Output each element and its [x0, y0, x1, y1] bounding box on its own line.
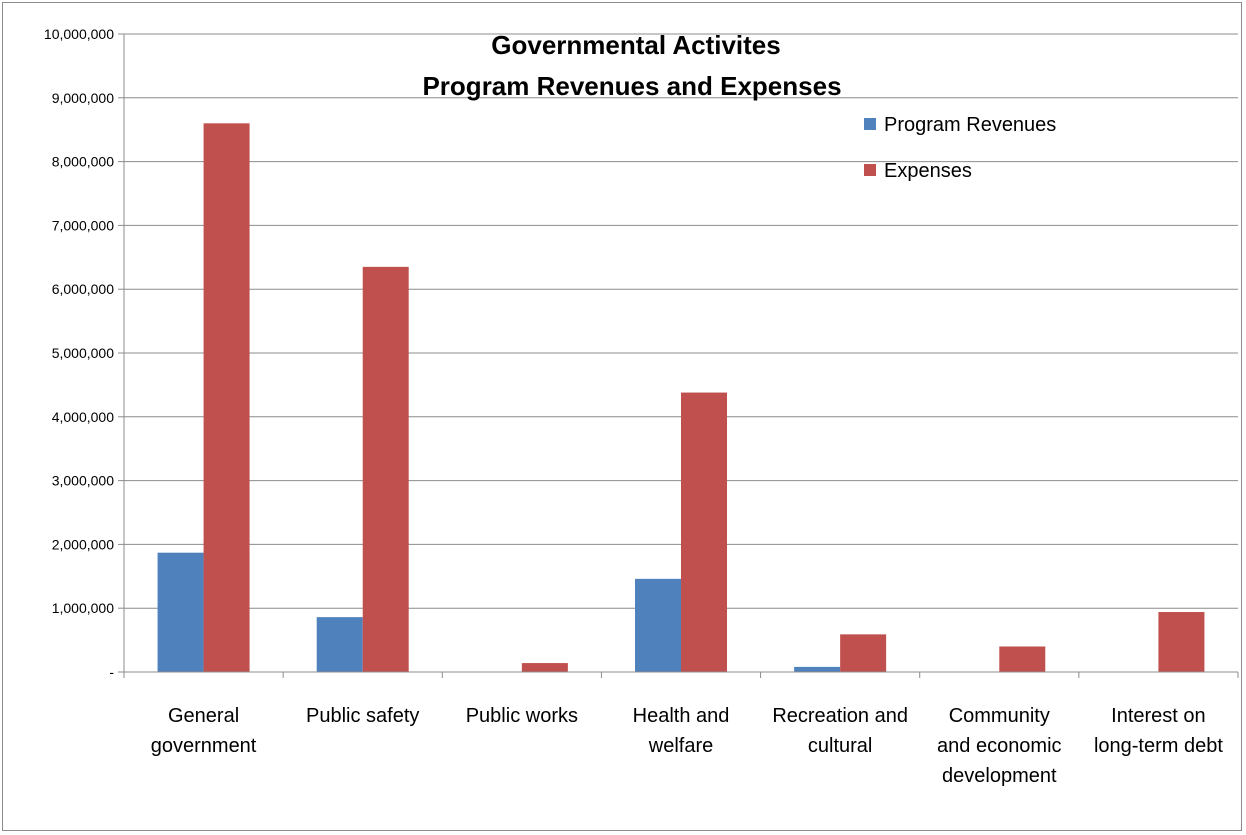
- bar-expenses: [1158, 612, 1205, 672]
- chart-title-line-1: Governmental Activites: [491, 30, 780, 60]
- y-tick-label: 7,000,000: [52, 217, 114, 233]
- bar-expenses: [362, 266, 409, 672]
- bar-program-revenues: [635, 578, 681, 672]
- bar-program-revenues: [794, 666, 841, 672]
- y-tick-label: 3,000,000: [52, 473, 114, 489]
- legend-swatch-expenses: [864, 164, 876, 176]
- x-category-label: General government: [151, 705, 257, 757]
- x-category-label: Public safety: [306, 705, 419, 727]
- legend: Program Revenues Expenses: [864, 114, 1056, 182]
- bar-program-revenues: [157, 552, 204, 672]
- chart-title-line-2: Program Revenues and Expenses: [422, 71, 841, 101]
- y-tick-label: 4,000,000: [52, 409, 114, 425]
- y-axis-tick-labels: - 1,000,000 2,000,000 3,000,000 4,000,000 5,0…: [44, 26, 114, 680]
- bar-expenses: [999, 646, 1046, 672]
- y-tick-label: 2,000,000: [52, 536, 114, 552]
- y-tick-label: 1,000,000: [52, 600, 114, 616]
- x-category-label: Interest on long-term debt: [1094, 705, 1223, 757]
- y-tick-label: 10,000,000: [44, 26, 114, 42]
- axes: [123, 34, 1239, 678]
- x-category-label: Recreation and cultural: [772, 705, 908, 757]
- y-tick-label: 8,000,000: [52, 154, 114, 170]
- x-category-label: Health and welfare: [633, 705, 730, 757]
- x-axis-category-labels: General government Public safety Public wor…: [151, 705, 1224, 787]
- bar-expenses: [840, 634, 887, 672]
- y-tick-label: 9,000,000: [52, 90, 114, 106]
- x-category-label: Community and economic development: [937, 705, 1062, 787]
- bar-expenses: [681, 392, 727, 672]
- y-tick-label: -: [109, 664, 114, 680]
- bar-expenses: [521, 663, 568, 672]
- legend-swatch-program-revenues: [864, 118, 876, 130]
- y-tick-label: 5,000,000: [52, 345, 114, 361]
- bar-program-revenues: [316, 617, 363, 672]
- legend-label-program-revenues: Program Revenues: [884, 114, 1056, 136]
- y-tick-label: 6,000,000: [52, 281, 114, 297]
- bars: [157, 123, 1205, 672]
- legend-label-expenses: Expenses: [884, 160, 972, 182]
- bar-expenses: [203, 123, 250, 672]
- gridlines: [118, 33, 1238, 673]
- x-category-label: Public works: [466, 705, 578, 727]
